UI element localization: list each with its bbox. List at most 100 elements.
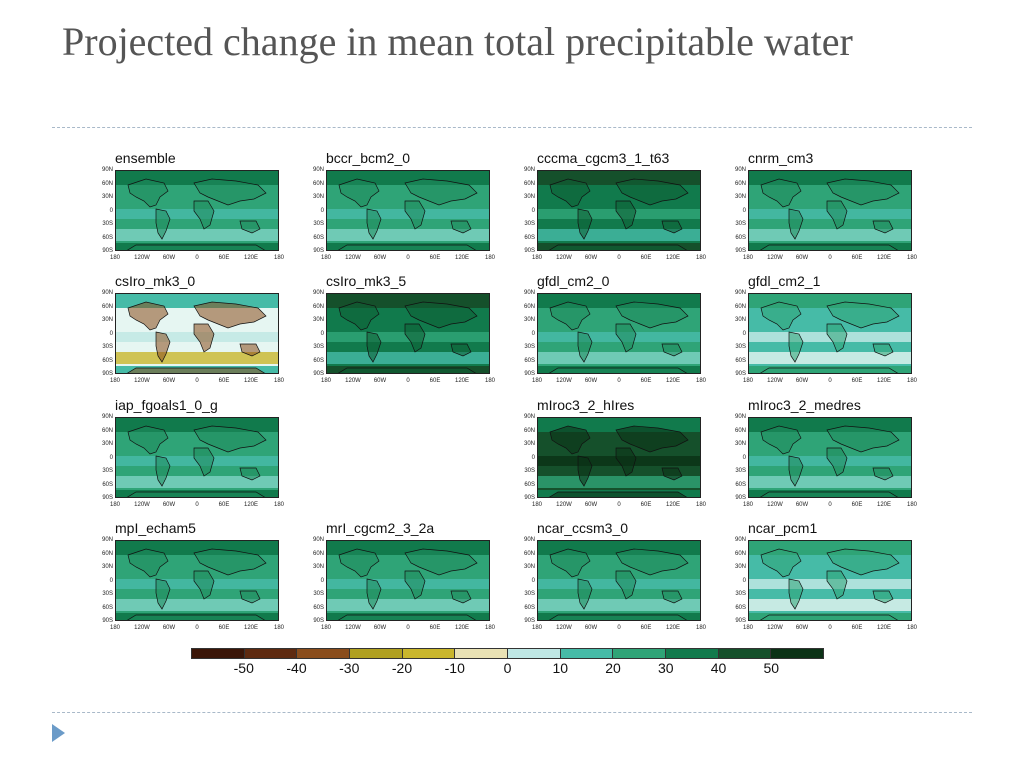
continent-outline: [239, 467, 261, 481]
model-panel: ncar_pcm1 90N 60N 30N 0 30S 60S 90S 180 120W 60W 0 6…: [731, 520, 941, 637]
continent-outline: [760, 178, 802, 208]
longitude-tick-label: 180: [906, 378, 917, 384]
colorbar-tick: -50: [233, 660, 254, 676]
latitude-tick-label: 30S: [524, 591, 535, 597]
slide-title: Projected change in mean total precipita…: [62, 19, 853, 64]
southern-band: [327, 229, 489, 241]
continent-outline: [337, 244, 477, 250]
longitude-tick-label: 120W: [767, 378, 783, 384]
continent-outline: [338, 178, 380, 208]
colorbar-swatch: [560, 649, 614, 658]
world-map: [537, 540, 701, 621]
longitude-tick-label: 180: [109, 625, 120, 631]
longitude-tick-label: 180: [273, 625, 284, 631]
continent-outline: [193, 323, 215, 353]
latitude-tick-label: 90S: [524, 371, 535, 377]
longitude-tick-label: 180: [484, 625, 495, 631]
latitude-tick-label: 60S: [735, 234, 746, 241]
longitude-tick-label: 60W: [373, 625, 387, 631]
longitude-tick-label: 60W: [795, 502, 809, 508]
longitude-tick-label: 120W: [134, 625, 150, 631]
continent-outline: [788, 455, 804, 487]
longitude-tick-label: 120W: [556, 625, 572, 631]
latitude-tick-label: 60N: [523, 303, 535, 310]
longitude-tick-label: 120E: [243, 502, 258, 508]
latitude-tick-label: 90S: [102, 618, 113, 624]
latitude-tick-label: 90N: [312, 167, 324, 173]
latitude-tick-label: 90N: [312, 290, 324, 296]
continent-outline: [661, 220, 683, 234]
continent-outline: [450, 590, 472, 604]
continent-outline: [404, 301, 478, 329]
continent-outline: [549, 178, 591, 208]
colorbar-swatch: [771, 649, 824, 658]
world-map: [537, 417, 701, 498]
panel-title: ncar_ccsm3_0: [537, 520, 629, 536]
latitude-tick-label: 30S: [735, 591, 746, 597]
colorbar-tick: 20: [605, 660, 621, 676]
longitude-tick-label: 120E: [665, 625, 680, 631]
southern-band: [749, 476, 911, 488]
continent-outline: [788, 331, 804, 363]
colorbar-swatch: [192, 649, 245, 658]
longitude-tick-label: 60E: [640, 255, 652, 261]
latitude-tick-label: 30S: [313, 591, 324, 597]
latitude-tick-label: 30N: [101, 441, 113, 447]
latitude-tick-label: 30S: [102, 591, 113, 597]
longitude-tick-label: 0: [195, 255, 199, 261]
latitude-tick-label: 90S: [524, 618, 535, 624]
latitude-tick-label: 90S: [735, 495, 746, 501]
longitude-tick-label: 60W: [584, 625, 598, 631]
continent-outline: [193, 301, 267, 329]
continent-outline: [759, 367, 899, 373]
longitude-tick-label: 0: [406, 378, 410, 384]
colorbar-tick: 40: [710, 660, 727, 676]
longitude-tick-label: 180: [273, 255, 284, 261]
latitude-tick-label: 60S: [102, 234, 113, 241]
latitude-tick-label: 30N: [734, 194, 746, 200]
southern-band: [538, 476, 700, 488]
latitude-tick-label: 30N: [523, 194, 535, 200]
model-panel: mIroc3_2_medres 90N 60N 30N 0 30S 60S 90S 180 120…: [731, 397, 941, 514]
continent-outline: [615, 425, 689, 453]
latitude-tick-label: 60N: [523, 180, 535, 187]
continent-outline: [548, 244, 688, 250]
model-panel: mIroc3_2_hIres 90N 60N 30N 0 30S 60S 90S 180 120W…: [520, 397, 730, 514]
continent-outline: [549, 548, 591, 578]
longitude-tick-label: 180: [695, 255, 706, 261]
continent-outline: [872, 220, 894, 234]
longitude-tick-label: 60W: [162, 625, 176, 631]
colorbar-tick: 10: [552, 660, 569, 676]
latitude-tick-label: 0: [742, 454, 746, 461]
latitude-tick-label: 30S: [102, 344, 113, 350]
longitude-tick-label: 120E: [454, 255, 469, 261]
panel-title: mIroc3_2_hIres: [537, 397, 635, 413]
continent-outline: [788, 578, 804, 610]
latitude-tick-label: 30S: [102, 468, 113, 474]
longitude-tick-label: 120E: [876, 625, 891, 631]
continent-outline: [366, 331, 382, 363]
southern-band: [749, 599, 911, 611]
latitude-tick-label: 0: [531, 330, 535, 337]
latitude-tick-label: 30N: [312, 317, 324, 323]
latitude-tick-label: 60S: [524, 234, 535, 241]
latitude-tick-label: 60N: [523, 427, 535, 434]
latitude-tick-label: 90S: [735, 371, 746, 377]
continent-outline: [872, 467, 894, 481]
latitude-tick-label: 60S: [313, 234, 324, 241]
longitude-tick-label: 0: [828, 625, 832, 631]
longitude-tick-label: 180: [320, 625, 331, 631]
continent-outline: [450, 220, 472, 234]
world-map: [326, 170, 490, 251]
panel-title: cnrm_cm3: [748, 150, 814, 166]
continent-outline: [759, 491, 899, 497]
latitude-tick-label: 60N: [101, 427, 113, 434]
southern-band: [749, 352, 911, 364]
longitude-tick-label: 60W: [795, 378, 809, 384]
latitude-tick-label: 30S: [102, 221, 113, 227]
latitude-tick-label: 30S: [524, 221, 535, 227]
continent-outline: [155, 578, 171, 610]
model-panel: gfdl_cm2_0 90N 60N 30N 0 30S 60S 90S 180 120W 60W 0…: [520, 273, 730, 390]
latitude-tick-label: 30N: [523, 564, 535, 570]
colorbar: [191, 648, 824, 659]
